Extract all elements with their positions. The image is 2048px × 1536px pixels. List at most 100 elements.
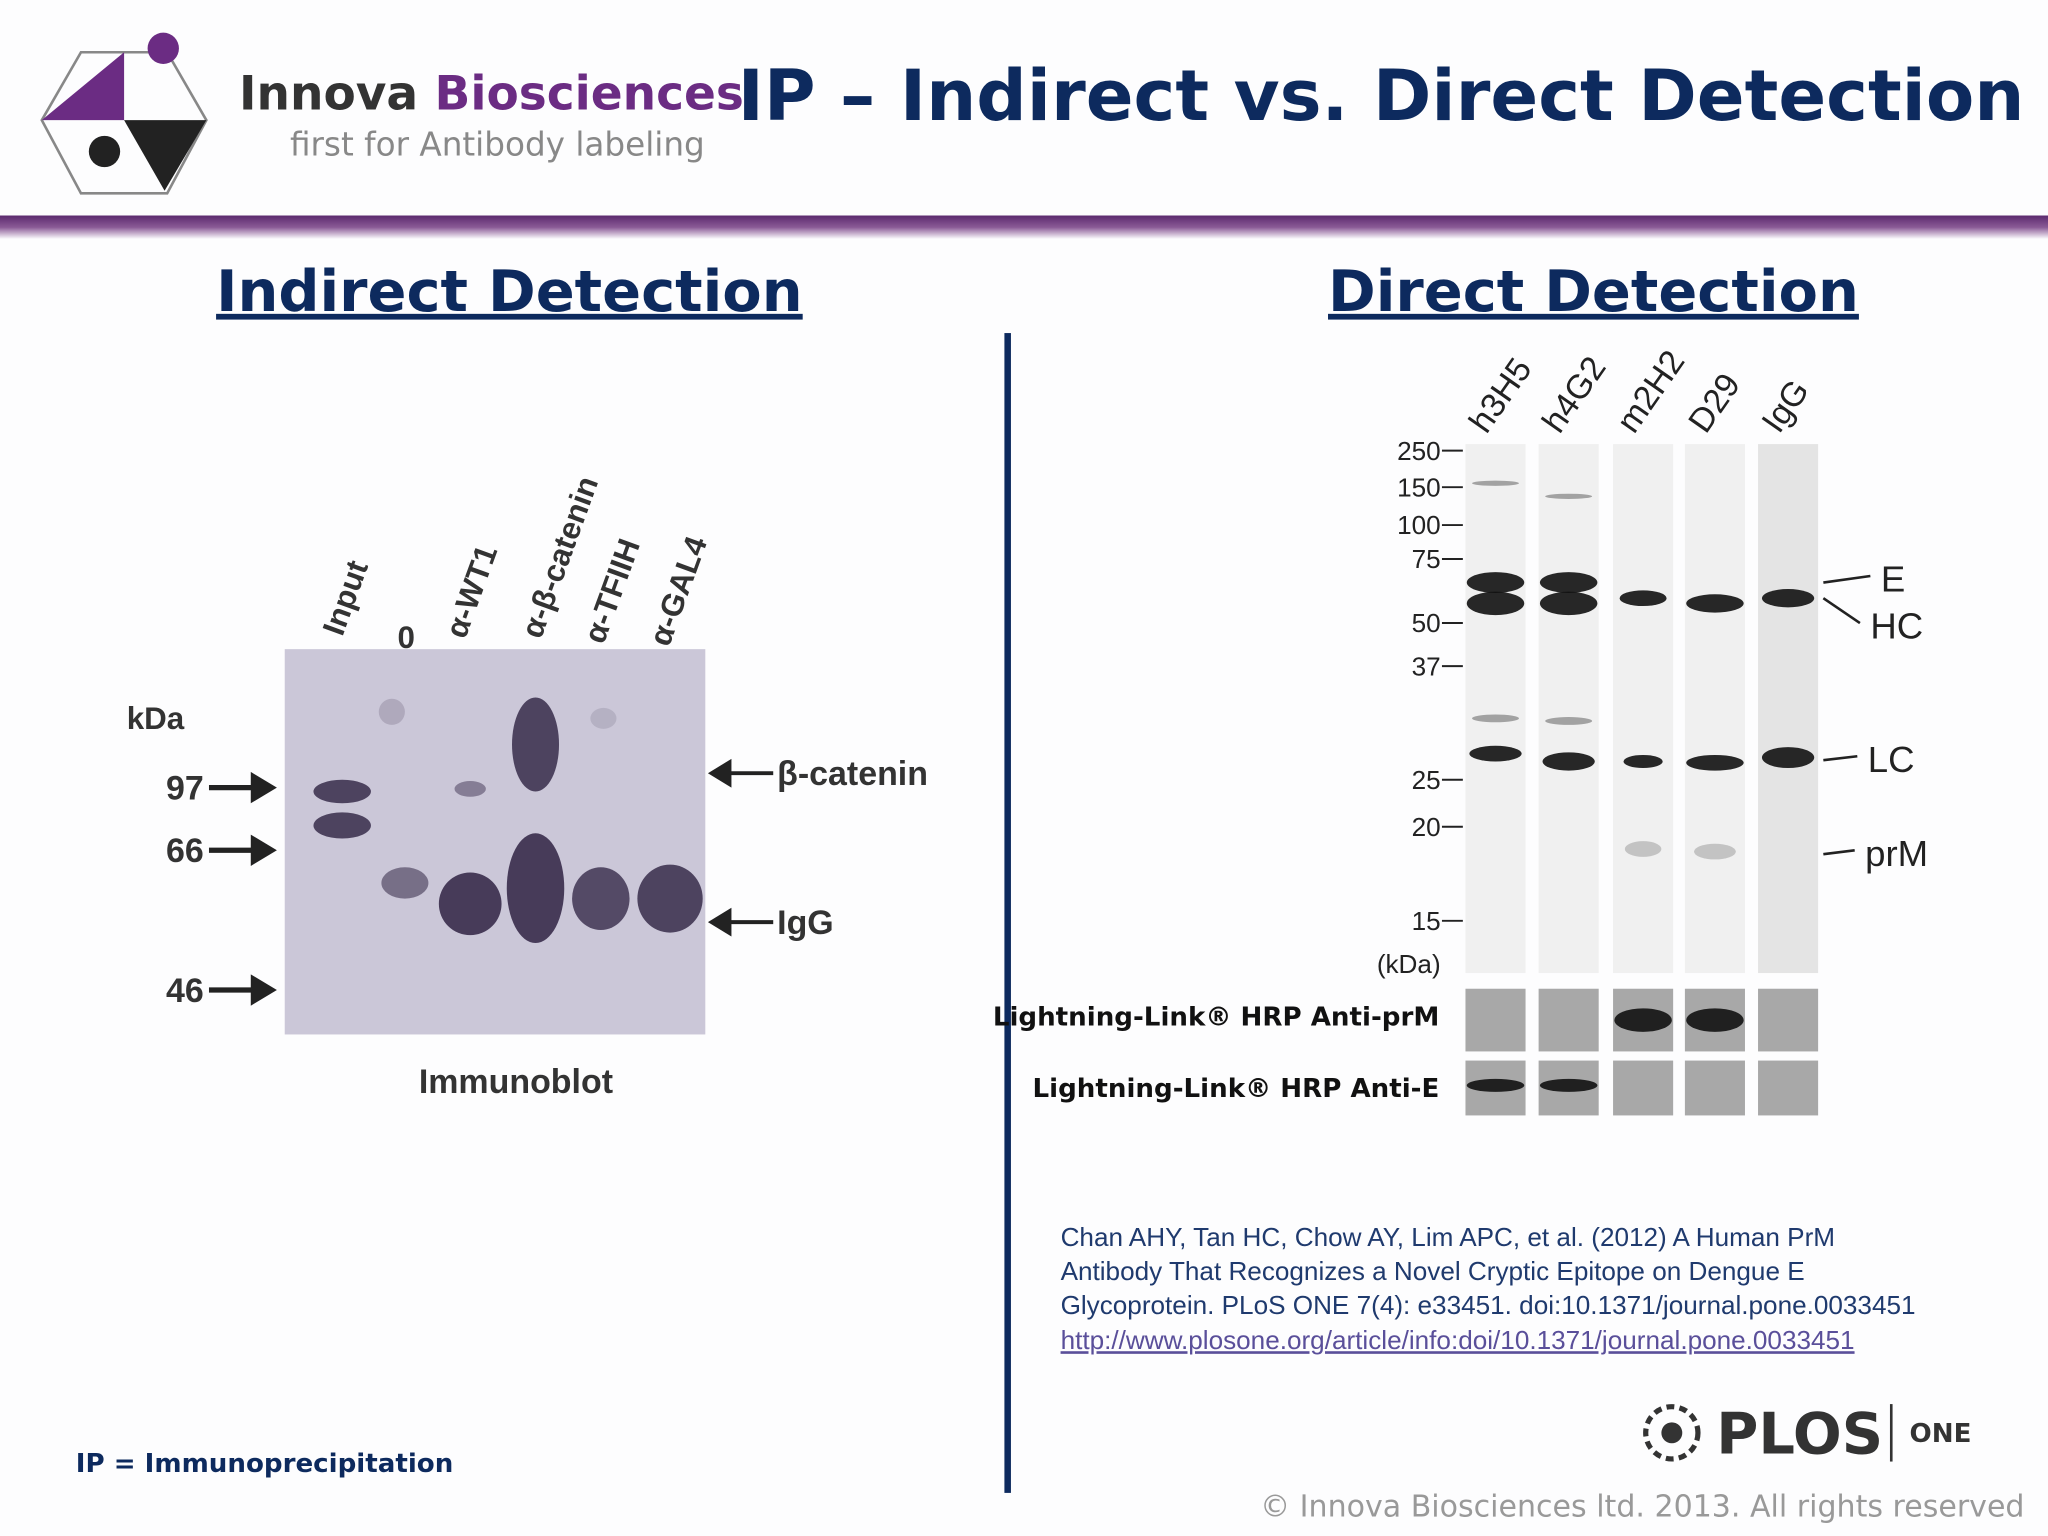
band-pointer (1822, 597, 1861, 625)
lane-label: m2H2 (1609, 344, 1692, 440)
gel-band (1761, 747, 1815, 768)
gel-band (1686, 594, 1744, 613)
lane-label: h3H5 (1462, 351, 1540, 439)
section-heading: Indirect Detection (216, 258, 803, 325)
marker-label: 97 (166, 769, 204, 807)
marker-label: 25 (1412, 765, 1441, 795)
gel-band (1472, 480, 1520, 486)
lane-label: α-GAL4 (642, 531, 714, 650)
gel-band (1469, 745, 1522, 762)
brand-name: Innova (239, 67, 418, 122)
marker-arrow (250, 834, 277, 866)
band-pointer (1823, 754, 1858, 762)
blot-band (313, 812, 371, 839)
marker-arrow (250, 771, 277, 804)
gel-lane (1465, 444, 1526, 974)
gel-band (1614, 1008, 1672, 1032)
lane-label: α-WT1 (439, 540, 505, 642)
marker-label: 46 (166, 972, 204, 1010)
gel-band (1619, 590, 1667, 607)
logo-triangle (41, 52, 125, 121)
blot-band (512, 697, 560, 792)
gel-lane (1684, 444, 1745, 974)
section-heading: Direct Detection (1328, 258, 1859, 325)
logo-dot (147, 32, 179, 64)
band-label: HC (1870, 606, 1923, 647)
band-label: β-catenin (777, 755, 928, 793)
strip (1465, 988, 1526, 1052)
strip (1758, 988, 1819, 1052)
gel-band (1472, 714, 1520, 723)
gel-lane (1538, 444, 1599, 974)
marker-label: 150 (1397, 472, 1441, 502)
plos-logo: PLOS ONE (1643, 1401, 1971, 1468)
logo-triangle (124, 120, 207, 191)
gel-band (1623, 754, 1663, 768)
band-pointer (1823, 574, 1871, 584)
blot-band (506, 833, 565, 944)
header-bar (0, 215, 2048, 240)
band-label: IgG (777, 904, 834, 942)
lane-label: α-TFIIH (577, 534, 647, 647)
immunoblot (284, 649, 706, 1035)
citation-line: Chan AHY, Tan HC, Chow AY, Lim APC, et a… (1061, 1222, 1835, 1252)
gel-band (1542, 752, 1595, 771)
marker-arrow (250, 974, 277, 1006)
marker-label: 50 (1412, 608, 1441, 638)
gel-band (1624, 841, 1662, 857)
blot-band (637, 864, 703, 933)
gel-band (1686, 1008, 1744, 1032)
gel-band (1466, 1078, 1525, 1092)
slide-title: IP – Indirect vs. Direct Detection (738, 55, 2025, 137)
gel-band (1545, 493, 1593, 499)
plos-wordmark: PLOS (1716, 1401, 1883, 1468)
logo-dot (88, 135, 121, 168)
plos-divider (1889, 1404, 1893, 1462)
blot-band (572, 867, 630, 930)
band-label: LC (1868, 739, 1915, 780)
citation-link[interactable]: http://www.plosone.org/article/info:doi/… (1061, 1325, 1855, 1355)
blot-band (438, 872, 502, 936)
gel-lane (1758, 444, 1819, 974)
divider (1004, 333, 1011, 1493)
citation-line: Antibody That Recognizes a Novel Cryptic… (1061, 1256, 1805, 1286)
blot-caption: Immunoblot (419, 1063, 613, 1101)
logo (40, 32, 208, 195)
gel-band (1466, 572, 1525, 593)
strip (1538, 988, 1599, 1052)
strip (1758, 1060, 1819, 1116)
marker-label: 250 (1397, 436, 1441, 466)
gel-band (1466, 591, 1525, 616)
lane-label: 0 (397, 620, 414, 655)
band-label: E (1881, 559, 1905, 600)
blot-band (313, 779, 371, 804)
blot-band (381, 867, 429, 899)
band-pointer (1823, 848, 1855, 856)
blot-band (590, 707, 617, 729)
plos-icon (1643, 1404, 1701, 1462)
marker-label: 20 (1412, 812, 1441, 842)
row-label: Lightning-Link® HRP Anti-E (1033, 1074, 1440, 1104)
band-label: prM (1865, 833, 1928, 874)
lane-label: D29 (1681, 367, 1748, 440)
gel-band (1539, 1078, 1598, 1092)
band-arrow (707, 907, 732, 937)
footnote: IP = Immunoprecipitation (76, 1449, 454, 1479)
citation: Chan AHY, Tan HC, Chow AY, Lim APC, et a… (1061, 1222, 1916, 1320)
gel-band (1539, 572, 1598, 593)
marker-label: 37 (1412, 651, 1441, 681)
gel-band (1545, 717, 1593, 725)
lane-label: Input (316, 555, 375, 639)
gel-band (1539, 591, 1598, 616)
gel-lane (1613, 444, 1674, 974)
lane-label: IgG (1754, 373, 1817, 440)
band-arrow (707, 758, 732, 788)
citation-line: Glycoprotein. PLoS ONE 7(4): e33451. doi… (1061, 1290, 1916, 1320)
marker-label: 75 (1412, 544, 1441, 574)
copyright: © Innova Biosciences ltd. 2013. All righ… (1260, 1489, 2024, 1524)
plos-icon (1661, 1422, 1683, 1444)
strip (1684, 1060, 1745, 1116)
brand-name: Biosciences (435, 67, 744, 122)
blot-band (454, 781, 486, 797)
